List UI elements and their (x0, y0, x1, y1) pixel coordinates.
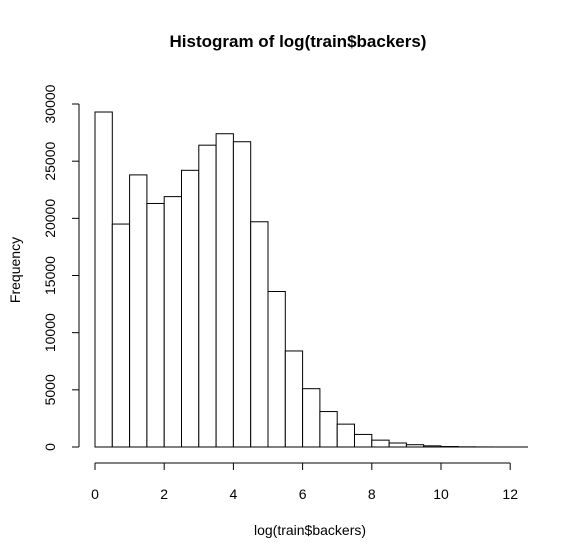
histogram-bar (371, 439, 390, 448)
y-tick-label: 25000 (42, 141, 58, 180)
bars-group (94, 111, 529, 448)
x-tick-label: 0 (91, 486, 99, 502)
y-tick-label: 15000 (42, 256, 58, 295)
histogram-bar (405, 444, 425, 448)
histogram-bar (267, 291, 286, 448)
histogram-bar (319, 411, 338, 448)
histogram-bar (354, 433, 373, 448)
x-tick-label: 2 (160, 486, 168, 502)
y-tick-label: 0 (42, 443, 58, 451)
histogram-bar (129, 174, 148, 448)
x-tick-label: 12 (502, 486, 518, 502)
x-axis: 0 2 4 6 8 10 12 (91, 462, 518, 502)
y-tick-label: 5000 (42, 374, 58, 405)
histogram-bar (302, 388, 321, 448)
x-tick-label: 8 (368, 486, 376, 502)
histogram-bar (163, 196, 182, 448)
x-axis-label: log(train$backers) (254, 522, 366, 538)
chart-title: Histogram of log(train$backers) (170, 32, 427, 51)
y-axis: 0 5000 10000 15000 20000 25000 30000 (42, 84, 80, 451)
x-tick-label: 10 (433, 486, 449, 502)
histogram-bar (215, 133, 234, 448)
y-tick-label: 10000 (42, 313, 58, 352)
x-tick-label: 6 (299, 486, 307, 502)
histogram-bar (388, 442, 407, 448)
histogram-bar (198, 144, 217, 448)
y-tick-label: 30000 (42, 84, 58, 123)
y-axis-label: Frequency (7, 237, 23, 303)
histogram-bar (111, 223, 131, 448)
histogram-bar (423, 445, 442, 448)
histogram-bar (284, 350, 304, 448)
x-tick-label: 4 (230, 486, 238, 502)
histogram-bar (336, 423, 356, 448)
histogram-bar (232, 141, 252, 448)
histogram-bar (250, 221, 269, 448)
y-tick-label: 20000 (42, 199, 58, 238)
histogram-bar (181, 169, 200, 448)
histogram-bar (146, 202, 165, 448)
histogram-bar (94, 111, 113, 448)
